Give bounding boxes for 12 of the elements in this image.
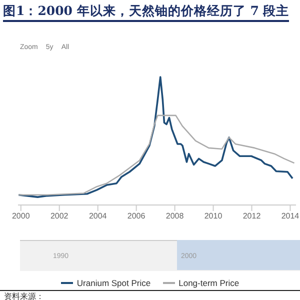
x-tick-label: 2012 (242, 212, 262, 221)
legend-label: Long-term Price (178, 278, 240, 288)
x-tick-label: 2010 (204, 212, 223, 221)
text: 资料来源： (4, 291, 44, 300)
x-tick-label: 2008 (166, 212, 184, 221)
x-tick-label: 2000 (12, 212, 30, 221)
chart-title: 图1：2000 年以来，天然铀的价格经历了 7 段主 (3, 3, 290, 22)
x-tick-label: 2014 (281, 212, 300, 221)
x-tick-label: 2006 (127, 212, 146, 221)
x-tick-label: 2004 (88, 212, 108, 221)
x-tick-label: 2002 (50, 212, 69, 221)
legend-label: Uranium Spot Price (76, 278, 151, 288)
